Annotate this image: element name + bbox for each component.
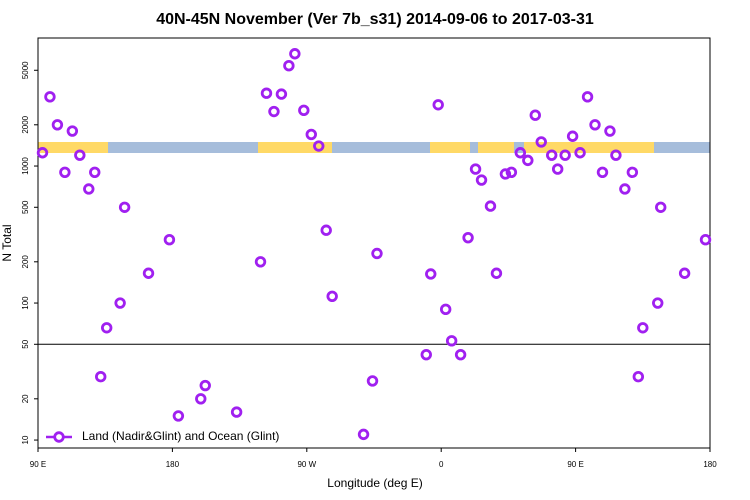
y-tick-label: 20	[21, 394, 30, 403]
y-tick-label: 500	[21, 200, 30, 214]
point	[490, 267, 503, 279]
point	[678, 267, 691, 279]
y-axis-label: N Total	[0, 224, 14, 261]
legend-label: Land (Nadir&Glint) and Ocean (Glint)	[82, 429, 279, 443]
point	[637, 322, 649, 334]
point	[366, 375, 379, 387]
point	[535, 136, 547, 148]
point	[142, 267, 155, 279]
x-tick-label: 180	[166, 460, 180, 469]
surface-strip	[38, 142, 710, 153]
point	[420, 348, 432, 361]
point	[425, 268, 437, 280]
point	[254, 256, 267, 268]
point	[199, 379, 211, 392]
point	[289, 48, 301, 60]
point	[163, 233, 176, 246]
point	[195, 393, 207, 405]
point	[89, 166, 101, 179]
point	[475, 174, 488, 186]
point	[357, 428, 370, 441]
point	[268, 105, 280, 118]
point	[371, 247, 383, 260]
point	[522, 154, 534, 167]
point	[260, 87, 273, 99]
x-tick-label: 180	[703, 460, 717, 469]
x-tick-label: 90 W	[297, 460, 316, 469]
point	[283, 59, 295, 72]
point	[313, 140, 325, 152]
legend-marker	[53, 431, 65, 443]
point	[581, 91, 594, 103]
point	[95, 371, 107, 383]
point	[83, 183, 95, 195]
point	[320, 224, 332, 236]
point	[66, 125, 79, 137]
point	[499, 168, 512, 180]
point	[619, 183, 631, 195]
point	[230, 406, 243, 418]
point	[655, 201, 667, 213]
point	[305, 128, 317, 141]
y-tick-label: 200	[21, 255, 30, 269]
point	[59, 166, 71, 179]
point	[610, 149, 622, 161]
x-tick-label: 90 E	[30, 460, 46, 469]
point	[604, 125, 616, 137]
point	[632, 371, 645, 383]
y-tick-label: 1000	[21, 157, 30, 175]
point	[172, 410, 185, 422]
point	[275, 88, 288, 100]
point	[439, 303, 452, 316]
point	[432, 99, 444, 111]
point	[469, 163, 482, 175]
y-tick-label: 100	[21, 296, 30, 310]
point	[74, 149, 86, 161]
x-tick-label: 90 E	[567, 460, 583, 469]
y-tick-label: 5000	[21, 61, 30, 79]
x-tick-label: 0	[439, 460, 444, 469]
point	[596, 166, 609, 179]
point	[484, 200, 497, 212]
point	[699, 233, 712, 246]
point	[589, 119, 601, 131]
point	[36, 147, 49, 159]
point	[546, 149, 558, 161]
point	[514, 147, 527, 159]
point	[100, 322, 113, 334]
chart-title: 40N-45N November (Ver 7b_s31) 2014-09-06…	[156, 11, 594, 28]
point	[529, 109, 541, 121]
point	[559, 149, 571, 161]
y-tick-label: 50	[21, 339, 30, 348]
point	[551, 163, 564, 175]
point	[454, 348, 467, 361]
point	[44, 91, 56, 103]
point	[118, 201, 131, 213]
point	[114, 297, 126, 309]
y-tick-label: 2000	[21, 115, 30, 133]
point	[574, 147, 586, 159]
point	[566, 130, 579, 142]
point	[298, 104, 310, 117]
plot-frame	[37, 37, 711, 449]
y-tick-label: 10	[21, 435, 30, 444]
x-axis-label: Longitude (deg E)	[327, 476, 422, 490]
point	[505, 166, 518, 179]
point	[445, 335, 458, 347]
point	[462, 231, 474, 244]
point	[326, 290, 338, 303]
point	[626, 166, 639, 179]
point	[652, 297, 664, 309]
point	[51, 119, 64, 131]
